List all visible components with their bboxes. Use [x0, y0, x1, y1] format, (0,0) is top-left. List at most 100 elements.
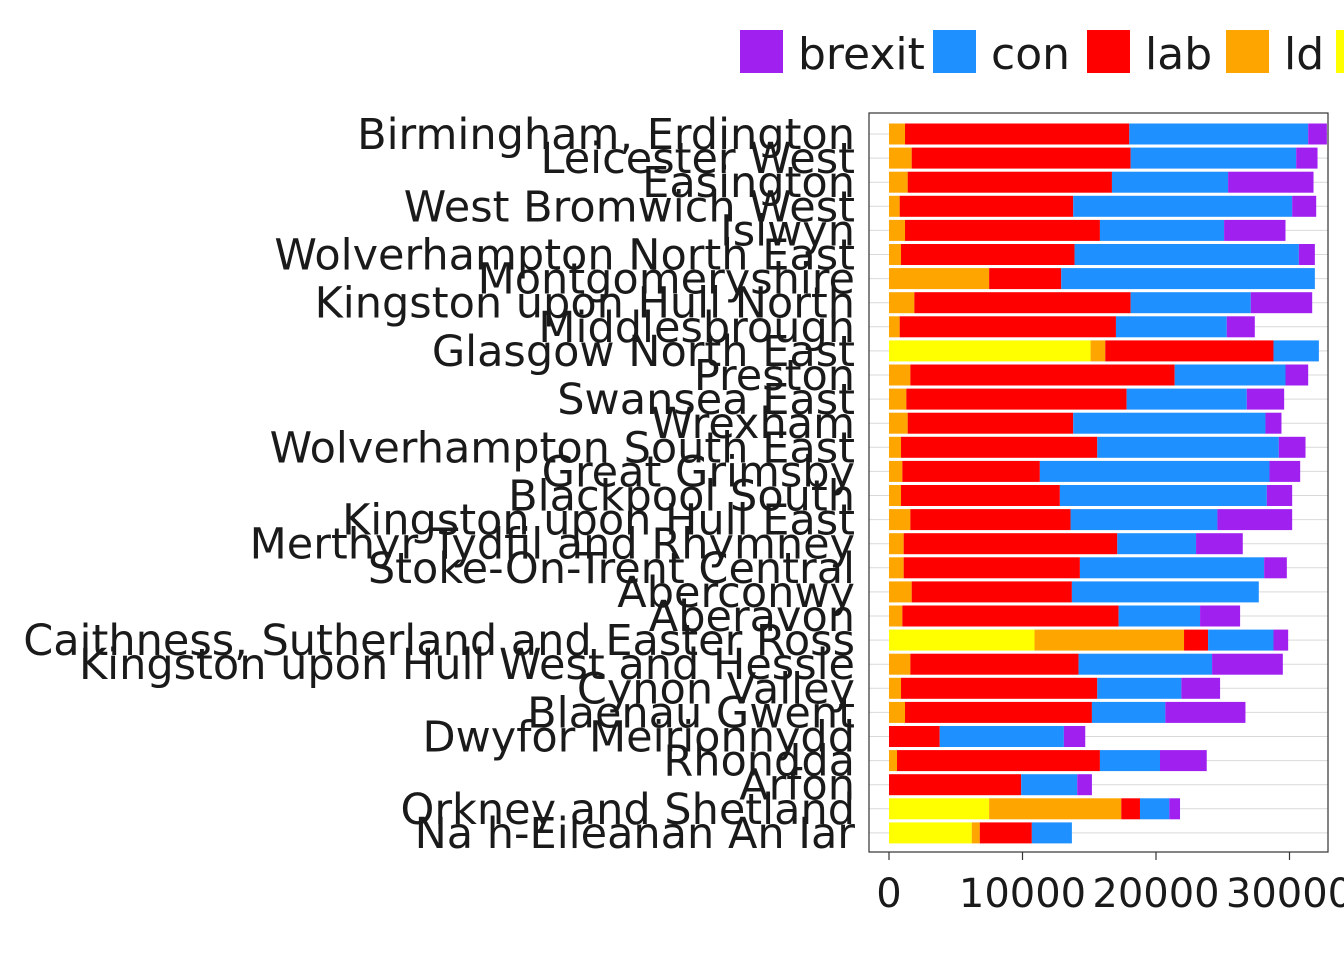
bar-segment-lab [899, 195, 1074, 217]
y-category-label: Birmingham, Erdington [357, 110, 855, 160]
bar-segment-ld [889, 268, 990, 290]
bar-segment-ld [889, 677, 902, 699]
y-category-label: Easington [642, 158, 855, 208]
bar-segment-lab [905, 123, 1130, 145]
bar-segment-ld [889, 653, 911, 675]
bar-segment-ld [889, 171, 908, 193]
x-tick-label: 0 [876, 871, 901, 917]
bar-segment-ld [889, 460, 903, 482]
bar-segment-con [1097, 436, 1279, 458]
legend-label: con [991, 29, 1070, 80]
bar-segment-ld [889, 147, 912, 169]
bar-segment-lab [906, 388, 1127, 410]
bar-segment-lab [901, 677, 1098, 699]
legend-key-con [933, 30, 976, 73]
bar-segment-lab [902, 460, 1040, 482]
bar-segment-yellow [889, 822, 972, 844]
bar-segment-brexit [1063, 726, 1086, 747]
bar-segment-con [1129, 123, 1309, 145]
y-category-label: Rhondda [663, 737, 855, 787]
y-category-label: Aberconwy [617, 568, 855, 618]
legend-label: lab [1145, 29, 1212, 80]
legend-label: ld [1284, 29, 1324, 80]
y-category-label: Blaenau Gwent [527, 688, 855, 738]
bar-segment-lab [910, 364, 1175, 386]
bar-segment-brexit [1196, 533, 1243, 555]
y-category-label: Caithness, Sutherland and Easter Ross [23, 616, 855, 666]
bar-segment-con [1126, 388, 1247, 410]
bar-segment-con [1071, 581, 1259, 603]
bar-segment-lab [889, 774, 1022, 796]
bar-segment-ld [889, 388, 907, 410]
bar-segment-brexit [1250, 292, 1313, 314]
bar-segment-lab [1184, 629, 1209, 651]
y-category-label: Great Grimsby [542, 447, 855, 497]
x-tick-label: 10000 [959, 871, 1086, 917]
y-category-label: Stoke-On-Trent Central [368, 544, 855, 594]
bar-segment-ld [989, 798, 1122, 820]
bar-segment-lab [899, 316, 1116, 338]
y-category-label: West Bromwich West [404, 182, 855, 232]
bar-segment-lab [902, 605, 1119, 627]
bar-segment-brexit [1296, 147, 1318, 169]
bar-segment-brexit [1264, 557, 1287, 579]
bar-segment-yellow [889, 629, 1035, 651]
bar-segment-con [1059, 485, 1267, 506]
bar-segment-ld [889, 533, 904, 555]
bar-segment-lab [910, 653, 1079, 675]
bar-segment-lab [903, 557, 1080, 579]
y-category-label: Dwyfor Meirionnydd [423, 713, 856, 763]
bar-segment-brexit [1226, 316, 1255, 338]
bar-segment-con [1097, 677, 1182, 699]
bar-segment-brexit [1228, 171, 1314, 193]
bar-segment-lab [905, 701, 1092, 723]
bar-segment-con [1091, 701, 1166, 723]
bar-segment-con [1118, 605, 1201, 627]
y-category-label: Wrexham [651, 399, 855, 449]
bar-segment-brexit [1217, 509, 1293, 531]
bar-segment-con [1117, 533, 1197, 555]
bar-segment-brexit [1285, 364, 1309, 386]
bar-segment-con [1130, 147, 1297, 169]
y-category-label: Swansea East [557, 375, 855, 425]
bar-segment-con [939, 726, 1064, 747]
bar-segment-ld [889, 292, 915, 314]
bar-segment-lab [914, 292, 1131, 314]
bar-segment-lab [897, 750, 1100, 772]
bars [889, 123, 1327, 844]
y-category-label: Islwyn [720, 206, 855, 256]
y-category-label: Cynon Valley [577, 664, 855, 714]
y-category-label: Na h-Eileanan An Iar [415, 809, 856, 859]
x-axis: 0 10000 20000 30000 [876, 852, 1344, 917]
legend-label: brexit [798, 29, 925, 80]
bar-segment-ld [889, 581, 912, 603]
bar-segment-con [1073, 412, 1266, 434]
bar-segment-ld [971, 822, 980, 844]
bar-segment-lab [907, 171, 1112, 193]
y-category-label: Kingston upon Hull North [315, 279, 855, 329]
bar-segment-ld [889, 244, 902, 265]
bar-segment-con [1139, 798, 1170, 820]
bar-segment-ld [889, 195, 900, 217]
bar-segment-brexit [1269, 460, 1301, 482]
bar-segment-con [1115, 316, 1227, 338]
bar-segment-ld [889, 436, 902, 458]
bar-segment-brexit [1266, 485, 1293, 506]
bar-segment-yellow [889, 340, 1091, 362]
bar-segment-con [1078, 653, 1213, 675]
bar-segment-brexit [1278, 436, 1306, 458]
bar-segment-con [1039, 460, 1270, 482]
bar-segment-lab [889, 726, 940, 747]
bar-segment-con [1099, 219, 1225, 241]
bar-segment-lab [911, 147, 1131, 169]
bar-segment-brexit [1077, 774, 1092, 796]
y-category-label: Orkney and Shetland [400, 785, 855, 835]
bar-segment-lab [901, 436, 1098, 458]
bar-segment-con [1130, 292, 1251, 314]
bar-segment-brexit [1181, 677, 1221, 699]
bar-segment-brexit [1273, 629, 1289, 651]
x-tick-label: 20000 [1092, 871, 1219, 917]
bar-segment-brexit [1292, 195, 1317, 217]
bar-segment-brexit [1200, 605, 1241, 627]
